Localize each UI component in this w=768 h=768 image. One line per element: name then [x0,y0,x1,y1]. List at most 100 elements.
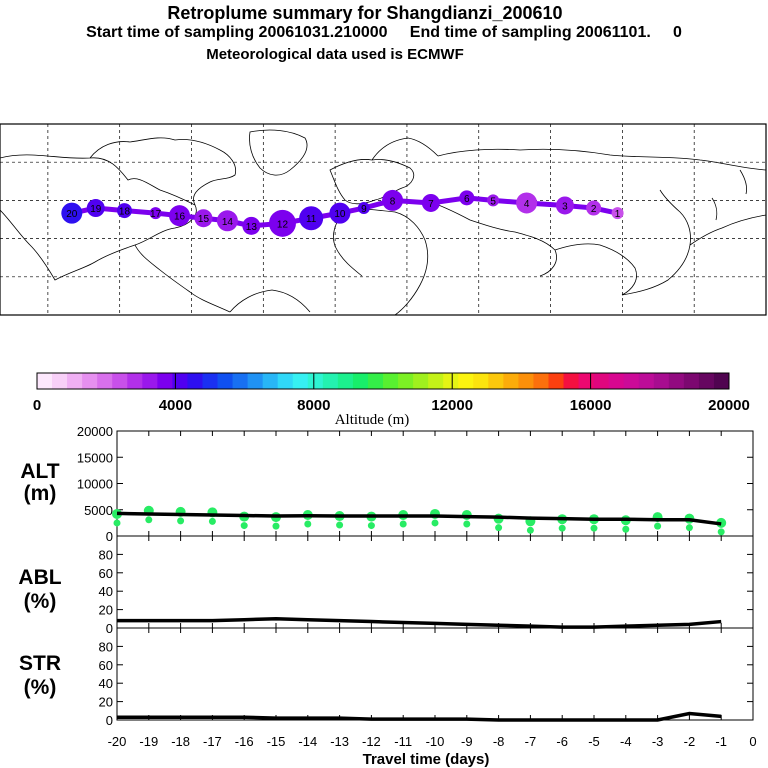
plume-point [216,210,238,232]
x-tick-label: -4 [620,734,632,749]
colorbar-swatch [458,373,474,389]
colorbar-tick-label: 8000 [297,397,330,414]
colorbar-swatch [157,373,173,389]
x-tick-label: -8 [493,734,505,749]
plume-day-label: 15 [198,214,210,225]
panel-str: 0 20 40 60 80 STR(%) [19,627,754,728]
colorbar-swatch [307,373,324,389]
y-tick-label: 10000 [77,477,113,492]
y-tick-label: 20 [99,603,113,618]
colorbar-swatch [608,373,625,389]
plume-point [329,202,351,224]
plume-day-label: 10 [334,209,346,220]
altitude-point [336,521,344,529]
colorbar-swatch [503,373,519,389]
altitude-point [240,522,248,530]
plume-day-label: 11 [306,214,317,225]
colorbar-swatch [698,373,715,389]
plume-point [169,205,191,227]
panel-frame [116,535,754,629]
colorbar-swatch [202,373,219,389]
chart-title: Retroplume summary for Shangdianzi_20061… [167,3,563,23]
x-tick-label: -16 [235,734,254,749]
plume-day-label: 3 [562,201,568,212]
plume-day-label: 14 [222,217,234,228]
y-tick-label: 0 [106,529,113,544]
colorbar-tick-label: 12000 [431,397,473,414]
y-tick-label: 40 [99,676,113,691]
x-tick-label: -19 [139,734,158,749]
x-tick-label: -13 [330,734,349,749]
colorbar-swatch [623,373,640,389]
map-coastlines [0,129,767,316]
y-tick-label: 20 [99,695,113,710]
series-line [116,511,722,526]
y-tick-label: 60 [99,658,113,673]
colorbar-swatch [217,373,234,389]
colorbar-swatch [473,373,489,389]
colorbar-swatch [232,373,249,389]
panel-frame [116,627,754,721]
x-tick-label: -1 [715,734,727,749]
x-tick-label: -7 [525,734,537,749]
colorbar-swatch [518,373,534,389]
x-tick-label: -17 [203,734,222,749]
colorbar-swatch [187,373,203,389]
colorbar-swatch [443,373,459,389]
plume-point [382,189,404,211]
altitude-point [399,520,407,528]
colorbar-swatch [352,373,369,389]
colorbar-frame [36,372,730,390]
plume-day-label: 18 [119,207,131,218]
plume-day-label: 17 [150,209,162,220]
x-tick-label: -18 [171,734,190,749]
colorbar-swatch [172,373,188,389]
y-tick-label: 0 [106,621,113,636]
panel-unit-label: (m) [24,482,57,505]
colorbar-tick-label: 4000 [159,397,192,414]
plume-point [487,194,500,207]
colorbar-swatch [638,373,655,389]
plume-day-label: 4 [524,199,530,210]
plume-point [299,206,324,231]
altitude-point [526,526,534,534]
altitude-point [113,519,121,527]
colorbar-swatch [367,373,384,389]
x-tick-label: -14 [298,734,317,749]
colorbar-swatch [277,373,294,389]
plume-day-label: 8 [390,196,396,207]
colorbar-swatch [683,373,700,389]
y-tick-label: 80 [99,547,113,562]
altitude-point [717,528,725,536]
colorbar-swatch [713,373,730,389]
colorbar-swatch [488,373,504,389]
colorbar-swatch [52,373,68,389]
colorbar-swatch [428,373,444,389]
plume-point [149,207,162,220]
altitude-point [272,522,280,530]
plume-day-label: 1 [615,209,621,220]
colorbar-swatch [37,373,53,389]
colorbar-swatch [262,373,279,389]
colorbar-swatch [247,373,264,389]
y-tick-label: 60 [99,566,113,581]
x-tick-label: -10 [426,734,445,749]
colorbar-swatch [413,373,429,389]
x-tick-label: -2 [684,734,696,749]
plume-point [586,200,602,216]
plume-point [242,216,261,235]
x-tick-label: -20 [108,734,127,749]
timeseries-panels: 05000100001500020000ALT(m)020406080ABL(%… [18,424,756,749]
altitude-colorbar: 0 4000 8000 12000 16000 20000 [33,372,750,414]
plume-point [61,202,83,224]
colorbar-swatch [533,373,549,389]
colorbar-swatch [653,373,670,389]
plume-point [459,190,475,206]
panel-abl: 0 20 40 60 80 ABL(%) [18,535,754,636]
plume-point [357,202,370,215]
colorbar-swatch [578,373,595,389]
altitude-point [145,516,153,524]
altitude-point [367,522,375,530]
